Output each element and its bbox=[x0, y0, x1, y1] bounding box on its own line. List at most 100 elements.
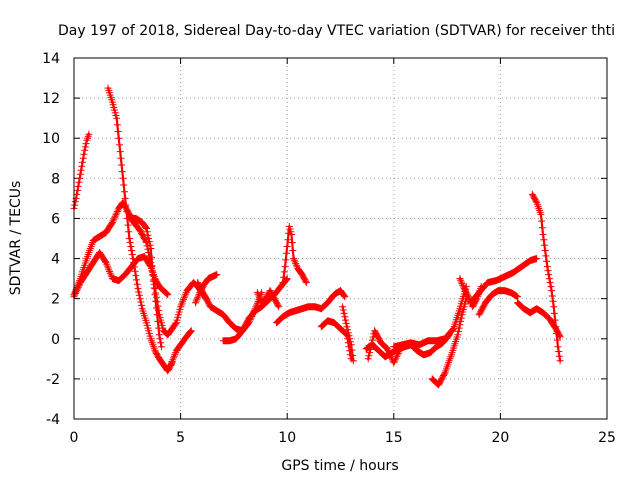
y-tick-label: 14 bbox=[42, 51, 60, 67]
data-point bbox=[281, 315, 285, 318]
x-tick-label: 15 bbox=[385, 430, 403, 446]
x-tick-label: 20 bbox=[491, 430, 509, 446]
data-point bbox=[166, 333, 170, 336]
series-markers bbox=[273, 287, 349, 327]
data-point bbox=[143, 255, 146, 258]
series-arc-22 bbox=[475, 287, 521, 319]
data-point bbox=[484, 301, 487, 304]
data-point bbox=[85, 139, 88, 142]
data-point bbox=[341, 305, 344, 308]
series-markers bbox=[70, 198, 172, 339]
data-point bbox=[202, 293, 206, 296]
data-point bbox=[531, 193, 534, 196]
data-point bbox=[556, 345, 560, 348]
data-point bbox=[138, 229, 142, 232]
y-tick-label: -2 bbox=[46, 372, 60, 388]
data-point bbox=[497, 289, 500, 292]
data-point bbox=[443, 337, 447, 340]
data-point bbox=[288, 311, 291, 314]
data-point bbox=[256, 291, 259, 294]
data-point bbox=[509, 291, 513, 294]
data-point bbox=[522, 307, 526, 310]
data-point bbox=[91, 261, 95, 264]
series-arc-15 bbox=[339, 303, 357, 365]
data-point bbox=[343, 295, 346, 298]
data-point bbox=[300, 273, 304, 276]
data-point bbox=[535, 201, 538, 204]
data-point bbox=[85, 271, 88, 274]
data-point bbox=[260, 301, 263, 304]
data-point bbox=[554, 325, 558, 328]
data-point bbox=[367, 357, 370, 361]
series-arc-21 bbox=[467, 255, 541, 307]
data-point bbox=[535, 257, 538, 260]
data-point bbox=[558, 335, 562, 338]
data-point bbox=[294, 309, 297, 312]
data-point bbox=[158, 357, 161, 361]
data-point bbox=[175, 321, 178, 324]
data-point bbox=[435, 339, 438, 342]
plot-frame bbox=[73, 57, 608, 420]
data-point bbox=[207, 277, 210, 280]
data-point bbox=[426, 339, 430, 342]
y-tick-label: 6 bbox=[51, 211, 60, 227]
data-point bbox=[268, 289, 272, 292]
data-point bbox=[401, 343, 404, 346]
data-point bbox=[275, 321, 278, 324]
data-point bbox=[74, 197, 78, 200]
data-point bbox=[320, 325, 323, 328]
data-point bbox=[392, 361, 395, 365]
data-point bbox=[281, 281, 285, 284]
data-point bbox=[194, 301, 197, 304]
x-tick-label: 10 bbox=[278, 430, 296, 446]
data-point bbox=[260, 305, 263, 308]
data-point bbox=[296, 267, 300, 270]
data-point bbox=[332, 293, 336, 296]
data-point bbox=[456, 333, 459, 336]
data-point bbox=[260, 291, 263, 294]
data-point bbox=[550, 289, 553, 292]
data-point bbox=[277, 305, 280, 308]
y-tick-label: 2 bbox=[51, 292, 60, 308]
data-point bbox=[503, 289, 506, 292]
y-tick-label: -4 bbox=[46, 412, 60, 428]
data-point bbox=[190, 329, 193, 332]
data-point bbox=[418, 343, 421, 346]
data-point bbox=[541, 311, 545, 314]
series-arc-7 bbox=[166, 327, 195, 371]
data-point bbox=[241, 329, 244, 332]
y-tick-label: 12 bbox=[42, 91, 60, 107]
data-point bbox=[535, 307, 538, 310]
data-point bbox=[352, 359, 355, 363]
data-point bbox=[428, 351, 432, 355]
data-point bbox=[166, 369, 170, 373]
data-point bbox=[247, 317, 251, 320]
x-axis-label: GPS time / hours bbox=[281, 458, 398, 474]
data-point bbox=[98, 251, 101, 254]
data-point bbox=[477, 291, 481, 294]
data-point bbox=[234, 327, 238, 330]
data-point bbox=[313, 305, 317, 308]
data-point bbox=[305, 281, 308, 284]
data-point bbox=[228, 321, 231, 324]
data-point bbox=[511, 271, 515, 274]
series-arc-12 bbox=[279, 223, 310, 287]
data-point bbox=[437, 383, 440, 387]
data-point bbox=[228, 339, 231, 342]
data-point bbox=[379, 341, 383, 344]
data-point bbox=[529, 311, 532, 314]
data-point bbox=[136, 287, 140, 290]
series-arc-17 bbox=[364, 327, 404, 367]
data-point bbox=[422, 353, 425, 357]
data-point bbox=[283, 265, 287, 268]
data-point bbox=[98, 235, 101, 238]
data-point bbox=[300, 307, 304, 310]
y-tick-labels: -4 -2 0 2 4 6 8 10 12 14 bbox=[42, 51, 60, 428]
data-point bbox=[234, 337, 238, 340]
data-point bbox=[503, 275, 506, 278]
data-point bbox=[494, 279, 498, 282]
data-point bbox=[149, 337, 152, 340]
data-point bbox=[123, 273, 127, 276]
data-point bbox=[349, 343, 353, 346]
